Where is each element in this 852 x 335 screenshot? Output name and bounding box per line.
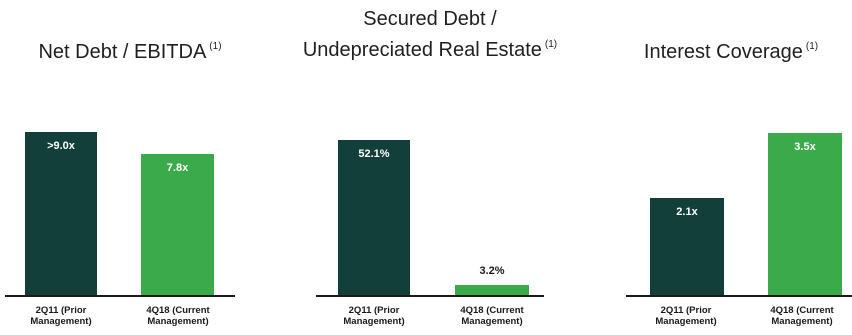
chart-title-line-2: Undepreciated Real Estate xyxy=(302,39,542,61)
bar-prior: >9.0x xyxy=(25,132,97,295)
chart-panel-secured-debt: Secured Debt / Undepreciated Real Estate… xyxy=(300,0,560,335)
bar-prior: 2.1x xyxy=(650,198,724,295)
chart-title-text: Net Debt / EBITDA xyxy=(38,41,207,63)
chart-panel-interest-coverage: Interest Coverage (1) 2.1x 3.5x 2Q11 (Pri… xyxy=(610,0,852,335)
bar-data-label: 3.5x xyxy=(794,141,816,153)
footnote-marker: (1) xyxy=(544,39,558,50)
bar-data-label: 3.2% xyxy=(479,265,505,277)
chart-title-line-1: Secured Debt / xyxy=(363,8,497,30)
chart-panel-net-debt-ebitda: Net Debt / EBITDA (1) >9.0x 7.8x 2Q11 (Pr… xyxy=(0,0,260,335)
bar-prior: 52.1% xyxy=(338,140,410,295)
x-axis-line xyxy=(316,295,544,297)
chart-title: Net Debt / EBITDA (1) xyxy=(0,34,260,65)
category-label: 2Q11 (Prior Management) xyxy=(30,305,92,327)
bar-data-label: >9.0x xyxy=(47,140,75,152)
footnote-marker: (1) xyxy=(209,41,222,52)
footnote-marker: (1) xyxy=(805,41,819,52)
category-label: 4Q18 (Current Management) xyxy=(770,305,834,327)
chart-title: Interest Coverage (1) xyxy=(610,34,852,65)
bar-data-label: 52.1% xyxy=(358,148,390,160)
chart-title: Secured Debt / Undepreciated Real Estate… xyxy=(300,6,560,63)
category-label: 4Q18 (Current Management) xyxy=(146,305,210,327)
chart-title-text: Interest Coverage xyxy=(643,41,803,63)
x-axis-line xyxy=(626,295,852,297)
category-label: 4Q18 (Current Management) xyxy=(460,305,524,327)
bar-current: 7.8x xyxy=(141,154,214,295)
bar-data-label: 7.8x xyxy=(166,162,189,174)
x-axis-line xyxy=(5,295,235,297)
category-label: 2Q11 (Prior Management) xyxy=(343,305,405,327)
bar-current: 3.2% xyxy=(455,265,529,295)
bar-data-label: 2.1x xyxy=(676,206,698,218)
category-label: 2Q11 (Prior Management) xyxy=(655,305,717,327)
bar-current: 3.5x xyxy=(768,133,842,295)
